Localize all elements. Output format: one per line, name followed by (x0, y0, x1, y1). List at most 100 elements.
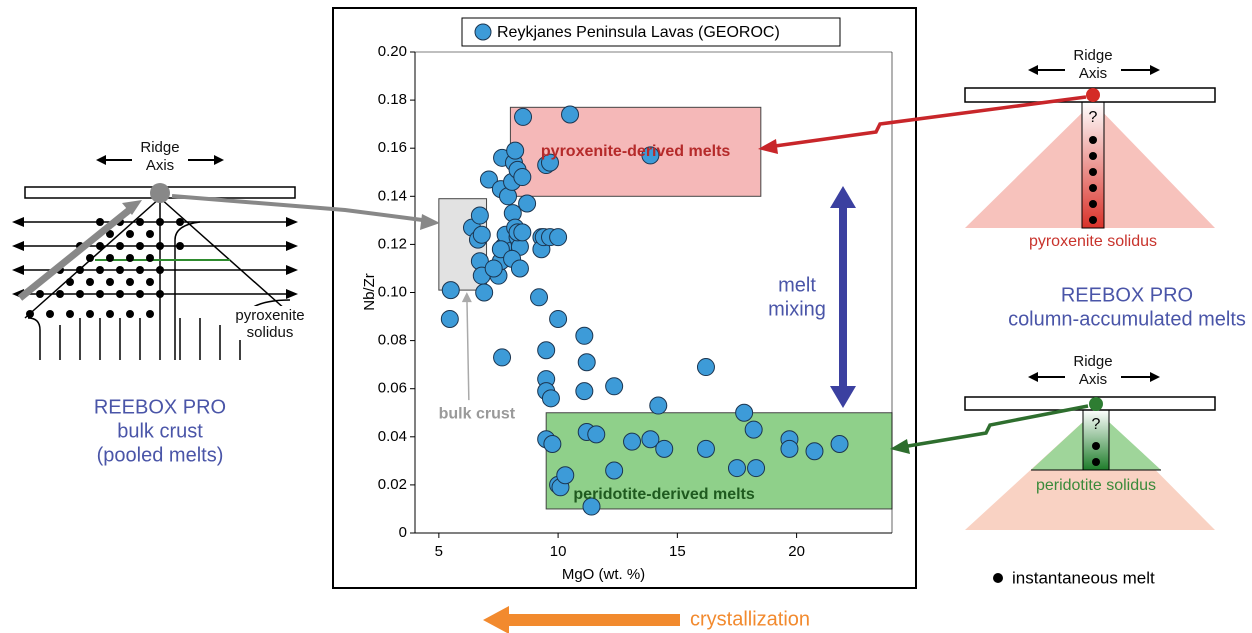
data-point (531, 289, 548, 306)
melt-dot (146, 278, 154, 286)
melt-dot (46, 310, 54, 318)
right-top-diagram: ? pyroxenite solidus Ridge Axis REEBOX P… (965, 47, 1246, 330)
melt-dot (116, 290, 124, 298)
x-tick-label: 15 (669, 543, 686, 560)
x-tick-label: 10 (550, 543, 567, 560)
melt-dot (36, 290, 44, 298)
crystallization-arrowhead (483, 606, 509, 633)
y-tick-label: 0.18 (378, 91, 407, 108)
bulk-crust-pointer (467, 294, 469, 400)
legend-marker (475, 24, 491, 40)
region-label: peridotite-derived melts (573, 486, 754, 503)
question: ? (1092, 416, 1101, 433)
mixing-label: mixing (768, 298, 826, 320)
melt-dot (176, 218, 184, 226)
melt-dot (86, 254, 94, 262)
melt-dot (1086, 88, 1100, 102)
data-point (745, 421, 762, 438)
data-point (578, 354, 595, 371)
region-label: pyroxenite-derived melts (541, 143, 731, 160)
x-tick-label: 5 (435, 543, 443, 560)
caption: bulk crust (117, 420, 203, 442)
left-diagram: Ridge Axis pyroxenite solidus REEBOX PRO… (12, 139, 308, 466)
legend-text: instantaneous melt (1012, 568, 1155, 587)
melt-dot (106, 278, 114, 286)
solidus-label: solidus (247, 324, 294, 341)
melt-dot (136, 242, 144, 250)
ridge-label: Axis (1079, 65, 1107, 82)
gray-arrow (20, 207, 133, 298)
melt-dot (156, 266, 164, 274)
melt-dot (66, 278, 74, 286)
melt-dot (86, 310, 94, 318)
ridge-label: Ridge (1073, 353, 1112, 370)
melt-dot (136, 218, 144, 226)
gray-link-arrowhead (420, 214, 440, 230)
data-point (507, 142, 524, 159)
data-point (748, 460, 765, 477)
y-tick-label: 0.20 (378, 43, 407, 60)
data-point (697, 359, 714, 376)
figure: pyroxenite-derived melts peridotite-deriv… (0, 0, 1252, 633)
data-point (473, 226, 490, 243)
right-bottom-diagram: ? peridotite solidus Ridge Axis instanta… (965, 353, 1215, 588)
data-point (588, 426, 605, 443)
melt-dot (136, 266, 144, 274)
melt-dot (156, 218, 164, 226)
melt-dot (86, 278, 94, 286)
region-label: bulk crust (439, 405, 516, 422)
data-point (519, 195, 536, 212)
data-point (538, 342, 555, 359)
melt-dot (116, 266, 124, 274)
melt-dot (126, 230, 134, 238)
melt-dot (156, 290, 164, 298)
data-point (514, 224, 531, 241)
melt-dot (146, 230, 154, 238)
legend-text: Reykjanes Peninsula Lavas (GEOROC) (497, 24, 780, 41)
page: {"chart_data": {"type": "scatter", "lege… (0, 0, 1252, 633)
caption: (pooled melts) (97, 444, 224, 466)
melt-dot (96, 266, 104, 274)
melt-dot (156, 242, 164, 250)
flow-lines (15, 222, 295, 294)
caption: REEBOX PRO (1061, 284, 1193, 306)
crystallization-label: crystallization (690, 608, 810, 630)
y-axis-label: Nb/Zr (361, 273, 378, 311)
question: ? (1089, 109, 1098, 126)
melt-dot (106, 310, 114, 318)
data-point (728, 460, 745, 477)
melt-region-edge (160, 198, 295, 318)
data-point (544, 436, 561, 453)
melt-dot (76, 290, 84, 298)
ridge-label: Axis (1079, 371, 1107, 388)
data-point (476, 284, 493, 301)
melt-dot (66, 310, 74, 318)
data-point (624, 433, 641, 450)
data-point (606, 462, 623, 479)
ridge-label: Ridge (140, 139, 179, 156)
caption: REEBOX PRO (94, 396, 226, 418)
melt-dot (96, 242, 104, 250)
red-link-arrow (775, 97, 1086, 146)
melt-dot (96, 290, 104, 298)
melt-dot (146, 310, 154, 318)
melt-dot (56, 290, 64, 298)
melt-dot (116, 242, 124, 250)
y-tick-label: 0.04 (378, 428, 407, 445)
data-point (542, 390, 559, 407)
data-point (550, 310, 567, 327)
solidus-label: pyroxenite (235, 307, 304, 324)
data-point (576, 327, 593, 344)
data-point (515, 108, 532, 125)
melt-dot (146, 254, 154, 262)
green-link-arrowhead (890, 439, 910, 454)
data-point (697, 440, 714, 457)
melt-dot (106, 254, 114, 262)
ridge-label: Axis (146, 157, 174, 174)
data-point (557, 467, 574, 484)
melt-dot (176, 242, 184, 250)
y-tick-label: 0 (399, 524, 407, 541)
caption: column-accumulated melts (1008, 308, 1246, 330)
bulk-crust-pointer-head (462, 292, 472, 302)
data-point (781, 440, 798, 457)
